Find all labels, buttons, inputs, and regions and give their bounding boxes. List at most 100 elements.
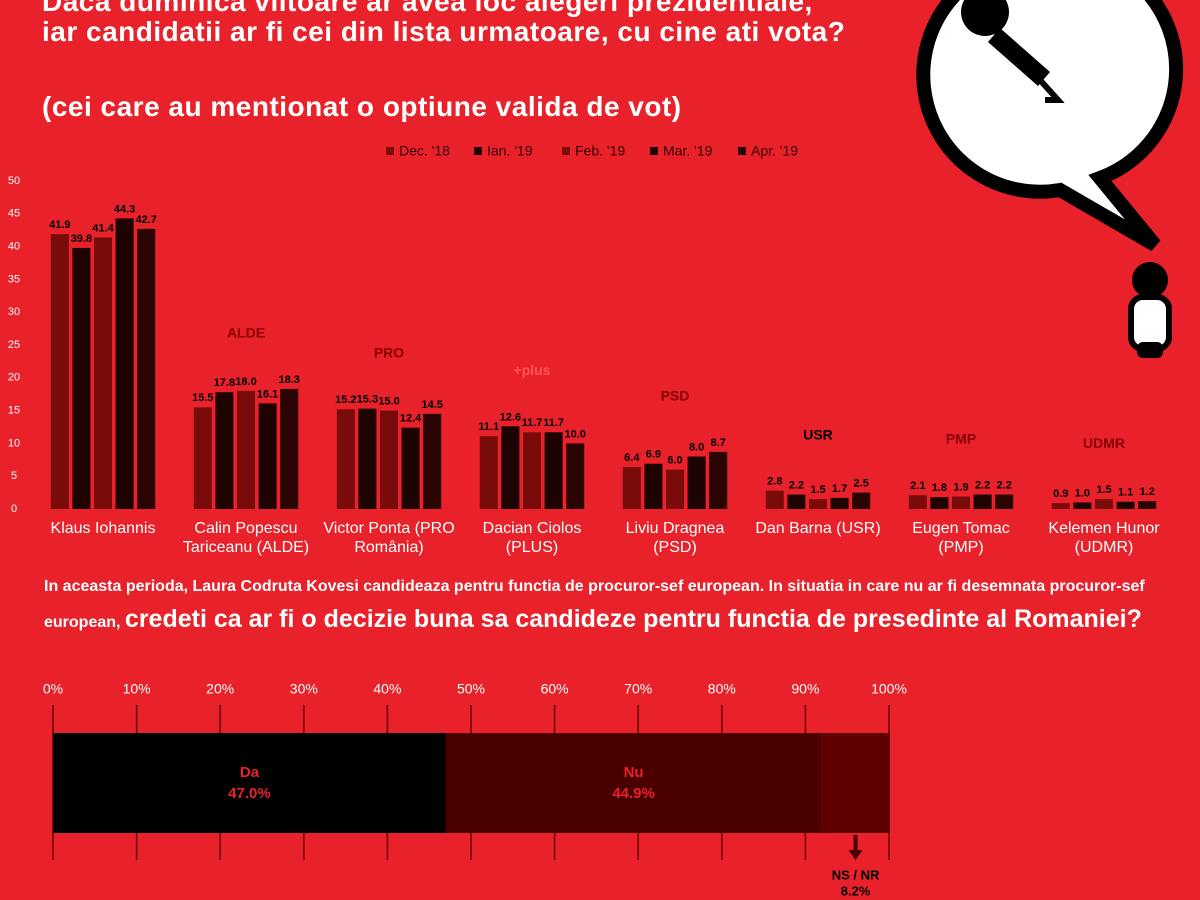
bar: [809, 499, 827, 509]
value-label: 17.8: [214, 377, 235, 389]
question: In aceasta perioda, Laura Codruta Kovesi…: [44, 570, 1154, 639]
bar: [973, 494, 992, 509]
bar: [115, 218, 134, 509]
value-label: 2.2: [789, 479, 804, 491]
value-label: 15.0: [378, 396, 399, 408]
value-label: 15.5: [192, 392, 213, 404]
bar: [644, 463, 663, 509]
x-tick-label: Kelemen Hunor (UDMR): [1048, 520, 1160, 556]
subtitle: (cei care au mentionat o optiune valida …: [42, 91, 682, 122]
legend-swatch: [650, 147, 658, 155]
person-body: [1128, 294, 1172, 352]
value-label: 2.5: [854, 478, 869, 490]
x-tick-label: 0%: [43, 681, 63, 697]
value-label: 11.1: [478, 421, 499, 433]
x-tick-label: Eugen Tomac (PMP): [912, 520, 1010, 556]
bar: [72, 247, 91, 510]
question-intro: In aceasta perioda, Laura Codruta Kovesi…: [44, 578, 1145, 631]
icon: [916, 0, 1184, 358]
y-tick-label: 30: [8, 306, 20, 318]
legend-swatch: [562, 147, 570, 155]
value-label: 1.8: [932, 482, 947, 494]
bar: [137, 228, 156, 509]
value-label: 12.6: [500, 411, 521, 423]
party-logo: +plus: [514, 362, 551, 378]
y-tick-label: 20: [8, 372, 20, 384]
y-tick-label: 25: [8, 339, 20, 351]
x-tick-label: Dan Barna (USR): [755, 520, 881, 537]
person-head: [1132, 262, 1168, 298]
segment-label: NS / NR: [832, 867, 880, 882]
bar: [280, 388, 299, 509]
x-tick-label: 90%: [791, 681, 819, 697]
segment-value: 44.9%: [612, 785, 655, 802]
x-tick-label: 50%: [457, 681, 485, 697]
bar-segment: [445, 733, 822, 833]
bar: [930, 497, 949, 509]
party-logo: UDMR: [1083, 435, 1125, 451]
y-tick-label: 15: [8, 405, 20, 417]
legend-swatch: [474, 147, 482, 155]
bar: [358, 408, 377, 509]
speech-bubble: [916, 0, 1184, 252]
value-label: 10.0: [564, 428, 585, 440]
x-tick-label: Calin Popescu Tariceanu (ALDE): [182, 520, 310, 556]
bar: [666, 469, 684, 509]
microphone-handle: [988, 28, 1050, 86]
bar: [787, 494, 806, 509]
y-tick-label: 35: [8, 273, 20, 285]
x-tick-label: 30%: [290, 681, 318, 697]
x-tick-label: Klaus Iohannis: [50, 520, 156, 537]
bar: [523, 432, 541, 509]
question-text: credeti ca ar fi o decizie buna sa candi…: [124, 605, 1142, 633]
bar: [50, 234, 69, 510]
bar: [193, 407, 212, 509]
bar: [501, 426, 520, 509]
bar-segment: [821, 733, 890, 833]
legend-label: Ian. '19: [487, 143, 533, 159]
value-label: 15.2: [335, 394, 356, 406]
segment-value: 8.2%: [841, 883, 871, 898]
bar: [1095, 499, 1113, 509]
x-tick-label: 20%: [206, 681, 234, 697]
bar: [995, 494, 1014, 509]
y-tick-label: 50: [8, 175, 20, 187]
bar: [423, 413, 442, 509]
bar: [237, 390, 255, 509]
party-logo: PRO: [374, 344, 404, 360]
value-label: 1.9: [953, 481, 968, 493]
segment-label: Nu: [624, 764, 644, 781]
bar: [765, 490, 784, 509]
value-label: 41.9: [49, 219, 70, 231]
legend-label: Feb. '19: [575, 143, 625, 159]
title-line: Daca duminica viitoare ar avea loc alege…: [42, 0, 813, 17]
value-label: 39.8: [71, 233, 92, 245]
value-label: 6.0: [667, 455, 682, 467]
x-tick-label: 10%: [123, 681, 151, 697]
value-label: 6.4: [624, 452, 640, 464]
value-label: 11.7: [522, 417, 543, 429]
value-label: 6.9: [646, 449, 661, 461]
x-tick-label: 80%: [708, 681, 736, 697]
bar: [336, 409, 355, 509]
legend-label: Mar. '19: [663, 143, 713, 159]
value-label: 1.0: [1075, 487, 1090, 499]
value-label: 1.7: [832, 483, 847, 495]
x-tick-label: Liviu Dragnea (PSD): [625, 520, 725, 556]
value-label: 11.7: [543, 417, 564, 429]
bar: [479, 436, 498, 509]
microphone-cable: [1037, 77, 1065, 103]
value-label: 8.0: [689, 441, 704, 453]
y-tick-label: 5: [11, 470, 17, 482]
party-logo: PSD: [661, 388, 690, 404]
value-label: 2.8: [767, 476, 782, 488]
bar: [566, 443, 585, 509]
bar-segment: [53, 733, 446, 833]
person-legs: [1137, 342, 1163, 358]
segment-label: Da: [240, 764, 260, 781]
segment-value: 47.0%: [228, 785, 271, 802]
arrow-head: [848, 850, 863, 860]
value-label: 8.7: [711, 437, 726, 449]
bar: [258, 403, 277, 509]
